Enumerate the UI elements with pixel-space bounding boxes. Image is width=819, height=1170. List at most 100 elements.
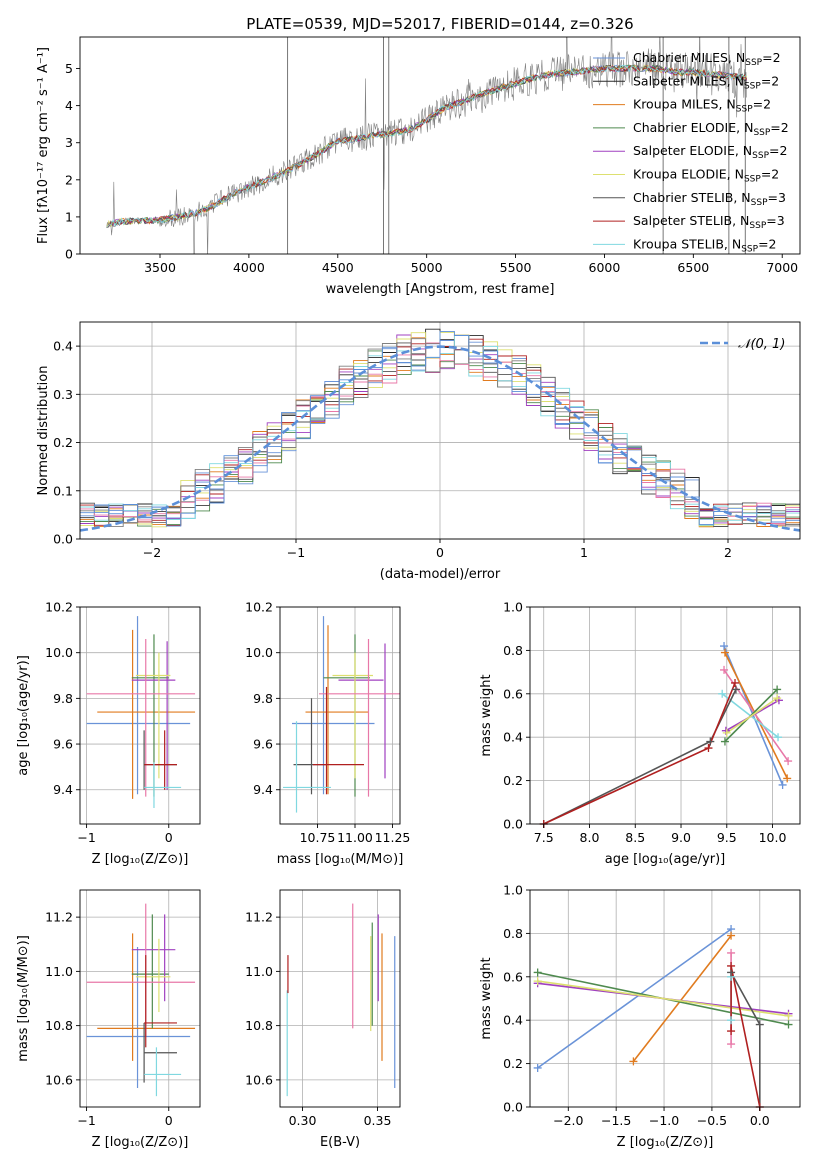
y-axis-label: Normed distribution bbox=[36, 366, 51, 496]
x-tick-label: 1 bbox=[580, 545, 588, 560]
weight-marker bbox=[706, 737, 715, 746]
y-tick-label: 0.2 bbox=[503, 1056, 523, 1071]
x-tick-label: 2 bbox=[724, 545, 732, 560]
weight-marker bbox=[727, 1040, 736, 1049]
y-tick-label: 9.6 bbox=[53, 737, 73, 752]
x-tick-label: −1 bbox=[287, 545, 305, 560]
y-tick-label: 11.2 bbox=[45, 910, 73, 925]
legend-entry: Salpeter ELODIE, NSSP=2 bbox=[633, 143, 787, 161]
x-tick-label: 4000 bbox=[233, 260, 265, 275]
weight-marker bbox=[720, 642, 729, 651]
x-tick-label: 8.5 bbox=[625, 830, 645, 845]
weight-marker bbox=[722, 728, 731, 737]
weight-marker bbox=[784, 1011, 793, 1020]
y-tick-label: 9.6 bbox=[253, 737, 273, 752]
x-tick-label: 7.5 bbox=[534, 830, 554, 845]
y-tick-label: 0.8 bbox=[503, 643, 523, 658]
y-tick-label: 11.0 bbox=[245, 964, 273, 979]
x-tick-label: 5500 bbox=[500, 260, 532, 275]
x-tick-label: 3500 bbox=[144, 260, 176, 275]
x-axis-label: mass [log₁₀(M/M⊙)] bbox=[277, 852, 404, 867]
y-axis-label: mass weight bbox=[479, 957, 494, 1039]
legend-entry: Chabrier ELODIE, NSSP=2 bbox=[633, 120, 789, 138]
x-tick-label: 9.0 bbox=[671, 830, 691, 845]
weight-marker bbox=[720, 665, 729, 674]
y-axis-label: mass weight bbox=[479, 674, 494, 756]
x-tick-label: 11.00 bbox=[337, 830, 373, 845]
y-tick-label: 2 bbox=[65, 172, 73, 187]
x-tick-label: −1 bbox=[77, 830, 95, 845]
weight-marker bbox=[755, 1020, 764, 1029]
weight-line bbox=[537, 928, 732, 1069]
legend-entry: Salpeter MILES, NSSP=2 bbox=[633, 73, 779, 91]
y-tick-label: 9.8 bbox=[253, 691, 273, 706]
plot-area-weight_vs_Z bbox=[537, 928, 789, 1107]
x-tick-label: 8.0 bbox=[580, 830, 600, 845]
model-line bbox=[106, 65, 747, 228]
y-tick-label: 1.0 bbox=[503, 600, 523, 615]
weight-marker bbox=[731, 685, 740, 694]
x-axis-label: Z [log₁₀(Z/Z⊙)] bbox=[92, 1135, 189, 1150]
plot-area-weight_vs_age bbox=[543, 645, 789, 824]
x-tick-label: 0 bbox=[165, 1113, 173, 1128]
x-tick-label: 6500 bbox=[677, 260, 709, 275]
axes-frame bbox=[529, 606, 801, 825]
weight-line bbox=[726, 697, 778, 734]
y-tick-label: 10.8 bbox=[245, 1018, 273, 1033]
x-tick-label: 6000 bbox=[589, 260, 621, 275]
residual-histogram bbox=[80, 338, 800, 528]
x-tick-label: −1.0 bbox=[649, 1113, 679, 1128]
y-tick-label: 10.8 bbox=[45, 1018, 73, 1033]
weight-line bbox=[543, 682, 736, 824]
weight-line bbox=[537, 980, 789, 1017]
y-tick-label: 1 bbox=[65, 209, 73, 224]
x-tick-label: 4500 bbox=[322, 260, 354, 275]
y-tick-label: 10.2 bbox=[45, 600, 73, 615]
plot-area-spectrum bbox=[106, 37, 748, 254]
x-axis-label: Z [log₁₀(Z/Z⊙)] bbox=[617, 1135, 714, 1150]
legend-entry: 𝒩(0, 1) bbox=[738, 337, 785, 352]
x-tick-label: 0.30 bbox=[289, 1113, 317, 1128]
y-tick-label: 0.2 bbox=[503, 773, 523, 788]
x-tick-label: −1.5 bbox=[601, 1113, 631, 1128]
axes-weight_vs_age: 7.5 8.0 8.5 9.0 9.5 10.0 0.0 0.2 0.4 0.6 0.8 1.0 age… bbox=[479, 600, 801, 867]
y-tick-label: 10.6 bbox=[45, 1072, 73, 1087]
weight-marker bbox=[533, 977, 542, 986]
weight-marker bbox=[727, 1027, 736, 1036]
y-tick-label: 9.8 bbox=[53, 691, 73, 706]
x-tick-label: 10.75 bbox=[300, 830, 336, 845]
weight-marker bbox=[784, 1020, 793, 1029]
x-tick-label: −2 bbox=[143, 545, 161, 560]
axes-frame bbox=[279, 889, 401, 1108]
plot-area-mass_vs_ebv bbox=[286, 903, 396, 1097]
axes-mass_vs_ebv: 0.30 0.35 10.6 10.8 11.0 11.2 E(B-V) bbox=[245, 889, 401, 1150]
y-tick-label: 9.4 bbox=[253, 782, 273, 797]
y-tick-label: 0.6 bbox=[503, 969, 523, 984]
axes-age_vs_mass: 10.75 11.00 11.25 9.4 9.6 9.8 10.0 10.2 mass [lo… bbox=[245, 600, 410, 868]
y-tick-label: 0.8 bbox=[503, 926, 523, 941]
y-tick-label: 3 bbox=[65, 135, 73, 150]
y-tick-label: 4 bbox=[65, 98, 73, 113]
weight-marker bbox=[727, 931, 736, 940]
axes-frame bbox=[79, 606, 201, 825]
axes-frame bbox=[79, 889, 201, 1108]
y-tick-label: 0.6 bbox=[503, 686, 523, 701]
y-tick-label: 0.4 bbox=[503, 730, 523, 745]
y-tick-label: 1.0 bbox=[503, 883, 523, 898]
weight-marker bbox=[731, 678, 740, 687]
y-tick-label: 0.2 bbox=[53, 435, 73, 450]
y-tick-label: 0.4 bbox=[53, 339, 73, 354]
axes-residuals: 𝒩(0, 1) −2 −1 0 1 2 0.0 0.1 0.2 0.3 0.4 (data-model… bbox=[36, 321, 801, 582]
y-tick-label: 9.4 bbox=[53, 782, 73, 797]
legend-entry: Kroupa MILES, NSSP=2 bbox=[633, 97, 771, 115]
weight-marker bbox=[784, 757, 793, 766]
x-tick-label: 0 bbox=[165, 830, 173, 845]
weight-marker bbox=[533, 968, 542, 977]
legend-entry: Chabrier STELIB, NSSP=3 bbox=[633, 190, 786, 208]
figure-title: PLATE=0539, MJD=52017, FIBERID=0144, z=0… bbox=[246, 15, 633, 33]
x-tick-label: 10.0 bbox=[759, 830, 787, 845]
x-tick-label: −1 bbox=[77, 1113, 95, 1128]
weight-marker bbox=[727, 1016, 736, 1025]
weight-line bbox=[543, 689, 737, 824]
